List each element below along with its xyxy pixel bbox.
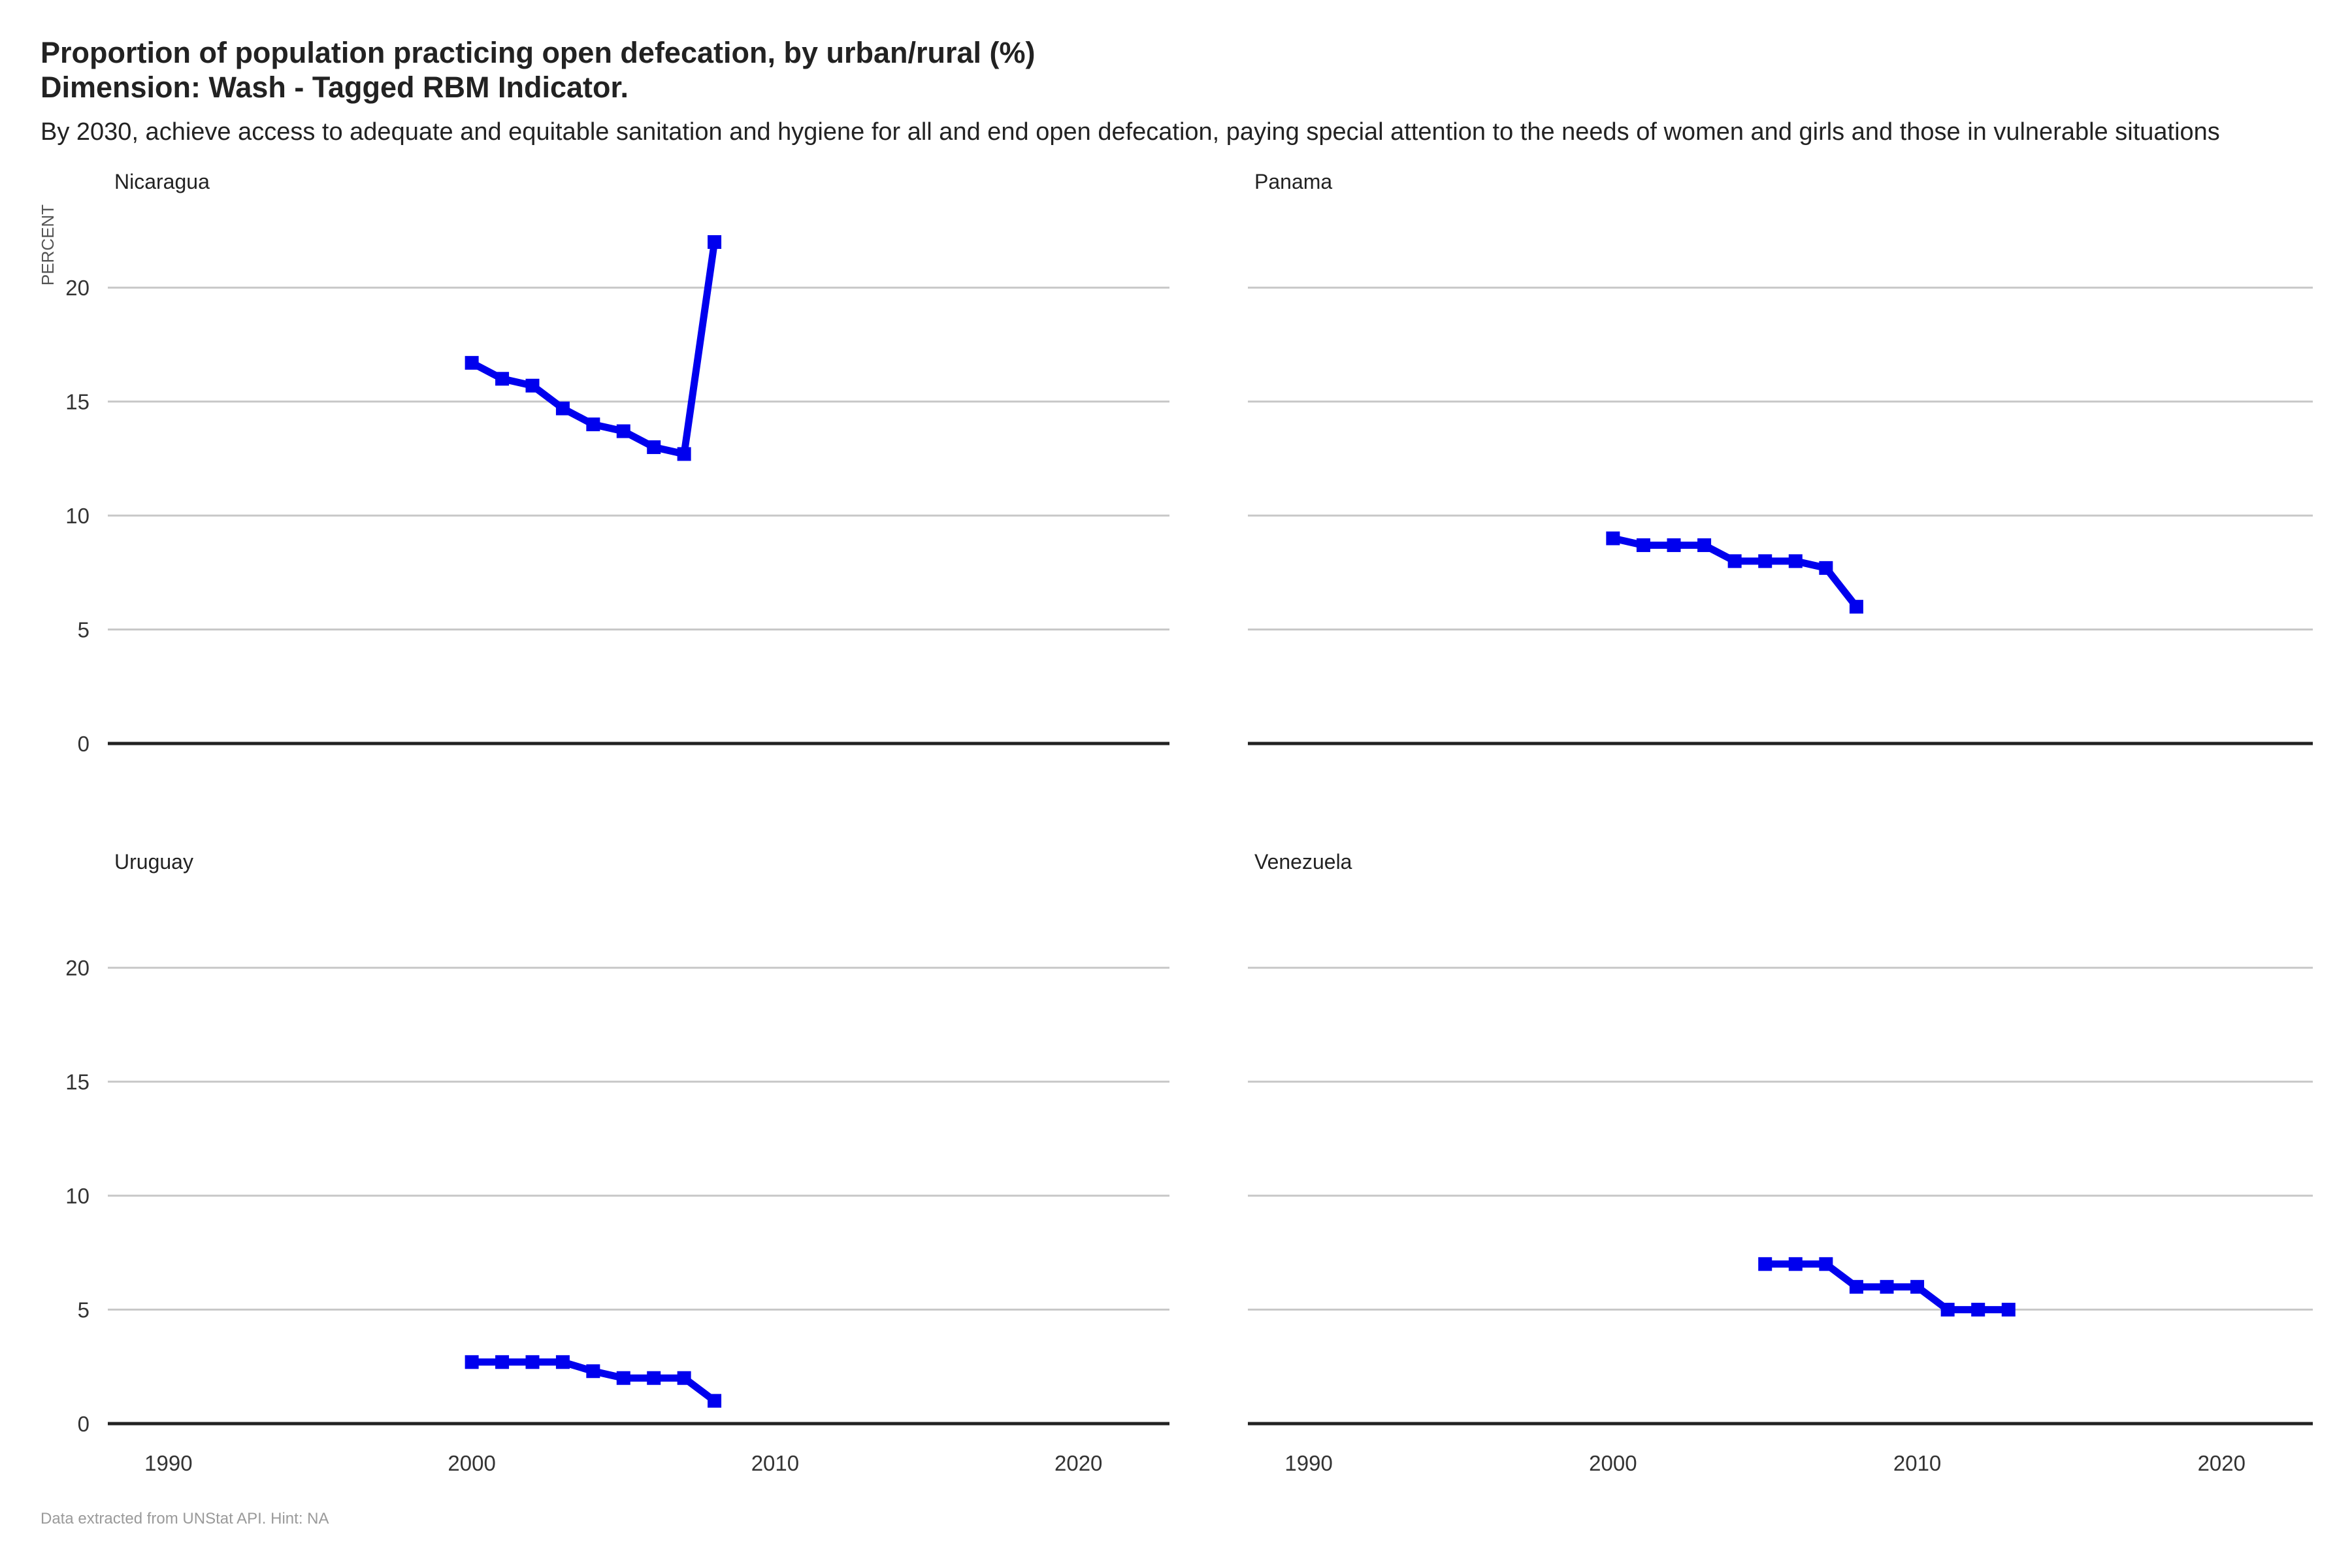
data-point [1667,538,1681,552]
data-point [465,355,479,370]
data-point [1758,554,1772,568]
x-tick-label: 2020 [2198,1451,2246,1475]
data-point [1880,1280,1894,1294]
data-point [525,1355,540,1369]
data-point [525,378,540,393]
data-point [647,1371,661,1385]
data-point [586,417,600,432]
facet-grid: Nicaragua 0 5 10 15 20 PERCENT Panama Uruguay 0 5 1… [38,170,2313,1475]
x-tick-label: 1990 [1284,1451,1332,1475]
facet-title: Venezuela [1254,850,1352,874]
facet-title: Nicaragua [114,170,210,193]
y-tick-label: 5 [78,618,90,642]
data-point [1788,1257,1803,1271]
x-tick-label: 2010 [1893,1451,1941,1475]
y-tick-label: 0 [78,1412,90,1436]
data-point [708,235,722,249]
y-tick-label: 15 [65,390,90,414]
data-point [555,401,570,416]
facet-venezuela: Venezuela 1990 2000 2010 2020 [1248,850,2313,1475]
data-point [677,1371,691,1385]
data-point [2001,1303,2016,1317]
data-point [1819,561,1833,575]
data-point [708,1394,722,1408]
facet-title: Uruguay [114,850,193,874]
data-point [1606,531,1620,546]
x-tick-label: 2000 [448,1451,495,1475]
y-tick-label: 15 [65,1070,90,1094]
data-point [465,1355,479,1369]
y-tick-label: 10 [65,504,90,528]
data-point [1971,1303,1985,1317]
y-tick-label: 5 [78,1298,90,1322]
x-tick-label: 1990 [144,1451,192,1475]
data-point [495,372,510,386]
data-point [1849,600,1863,614]
x-tick-label: 2010 [751,1451,799,1475]
data-point [586,1364,600,1379]
facet-panama: Panama [1248,170,2313,745]
data-point [495,1355,510,1369]
chart-subtitle: By 2030, achieve access to adequate and … [41,118,2220,146]
data-point [1849,1280,1863,1294]
data-point [1697,538,1712,552]
y-tick-label: 0 [78,732,90,756]
data-point [616,424,630,438]
data-point [1910,1280,1925,1294]
data-point [555,1355,570,1369]
data-point [616,1371,630,1385]
facet-nicaragua: Nicaragua 0 5 10 15 20 PERCENT [38,170,1169,756]
x-tick-label: 2000 [1589,1451,1637,1475]
data-point [1940,1303,1955,1317]
data-point [1758,1257,1772,1271]
data-point [1727,554,1742,568]
chart-title-dimension: Dimension: Wash - Tagged RBM Indicator. [41,71,629,104]
chart-caption: Data extracted from UNStat API. Hint: NA [41,1510,329,1527]
chart-title: Proportion of population practicing open… [41,36,1036,69]
y-axis-label: PERCENT [38,204,57,286]
y-tick-label: 20 [65,276,90,300]
data-point [1788,554,1803,568]
data-point [647,440,661,454]
facet-title: Panama [1254,170,1332,193]
y-tick-label: 10 [65,1184,90,1208]
x-tick-label: 2020 [1054,1451,1102,1475]
y-tick-label: 20 [65,956,90,980]
data-point [1636,538,1650,552]
facet-uruguay: Uruguay 0 5 10 15 20 1990 2000 2010 2020 [65,850,1169,1475]
data-point [1819,1257,1833,1271]
data-point [677,447,691,461]
